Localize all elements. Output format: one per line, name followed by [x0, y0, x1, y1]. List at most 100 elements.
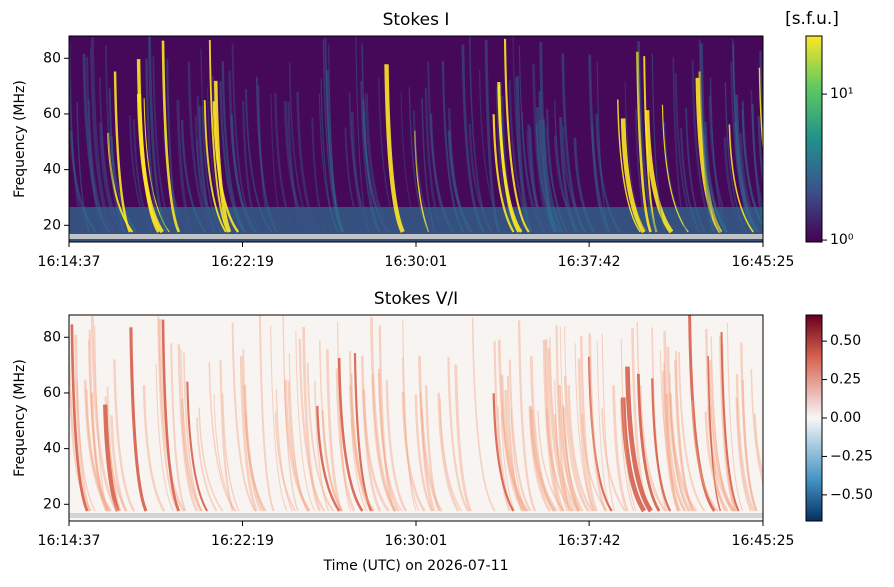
spectrogram-streak: [170, 343, 187, 512]
spectrogram-streak: [577, 358, 595, 512]
spectrogram-streak: [76, 381, 96, 512]
spectrogram-streak: [709, 359, 736, 512]
spectrogram-streak: [500, 374, 529, 512]
spectrogram-streak: [750, 368, 763, 486]
spectrogram-streak: [316, 405, 341, 512]
spectrogram-streak: [661, 104, 689, 233]
spectrogram-streak: [402, 319, 417, 512]
spectrogram-streak: [161, 319, 181, 512]
spectrogram-streak: [542, 119, 565, 233]
spectrogram-streak: [666, 346, 692, 512]
spectrogram-streak: [547, 348, 574, 512]
spectrogram-streak: [554, 379, 568, 512]
spectrogram-streak: [320, 78, 338, 233]
spectrogram-streak: [377, 368, 400, 512]
spectrogram-streak: [430, 113, 455, 233]
spectrogram-streak: [659, 350, 687, 512]
spectrogram-streak: [595, 113, 622, 233]
spectrogram-streak: [348, 92, 375, 233]
spectrogram-streak: [528, 127, 546, 233]
x-tick-label: 16:45:25: [732, 254, 795, 270]
spectrogram-streak: [678, 351, 706, 512]
spectrogram-streak: [113, 359, 136, 512]
spectrogram: [69, 36, 763, 242]
spectrogram-streak: [674, 73, 698, 233]
colorbar-tick-label: 0.00: [830, 410, 861, 426]
spectrogram-streak: [619, 399, 635, 512]
y-axis-label: Frequency (MHz): [12, 80, 28, 198]
spectrogram-streak: [401, 392, 426, 512]
spectrogram-streak: [668, 372, 689, 512]
y-tick-label: 20: [43, 496, 61, 512]
spectrogram-streak: [132, 119, 154, 233]
x-tick-label: 16:30:01: [385, 254, 448, 270]
spectrogram-streak: [298, 339, 326, 512]
spectrogram-streak: [617, 99, 641, 233]
spectrogram-streak: [196, 138, 212, 233]
spectrogram-streak: [424, 87, 444, 233]
y-axis-label: Frequency (MHz): [12, 359, 28, 477]
spectrogram-streak: [417, 355, 443, 512]
spectrogram-streak: [414, 394, 434, 512]
spectrogram-streak: [213, 80, 232, 233]
spectrogram-streak: [322, 39, 344, 233]
spectrogram-streak: [219, 81, 246, 233]
spectrogram-streak: [194, 115, 219, 233]
colorbar-tick-label: 0.50: [830, 333, 861, 349]
spectrogram-streak: [719, 335, 737, 512]
spectrogram-streak: [741, 379, 758, 512]
spectrogram-streak: [735, 94, 756, 233]
spectrogram-streak: [82, 53, 111, 233]
spectrogram-streak: [688, 315, 716, 512]
spectrogram-streak: [441, 60, 465, 233]
spectrogram-streak: [529, 356, 556, 512]
spectrogram-streak: [244, 411, 267, 512]
spectrogram-streak: [239, 356, 258, 512]
y-tick-label: 60: [43, 385, 61, 401]
spectrogram-streak: [740, 342, 758, 512]
spectrogram-streak: [732, 39, 754, 233]
spectrogram-streak: [353, 353, 373, 512]
spectrogram-streak: [528, 406, 552, 512]
spectrogram-streak: [437, 392, 460, 512]
spectrogram-streak: [74, 334, 91, 512]
spectrogram-streak: [620, 338, 637, 512]
y-tick-label: 60: [43, 106, 61, 122]
spectrogram-streak: [447, 130, 473, 233]
spectrogram-streak: [384, 64, 405, 233]
spectrogram-streak: [734, 121, 760, 233]
colorbar-tick-label: 0.25: [830, 372, 861, 388]
spectrogram-streak: [554, 100, 579, 233]
spectrogram-streak: [732, 44, 759, 233]
spectrogram-streak: [180, 349, 203, 512]
spectrogram-streak: [142, 384, 166, 512]
spectrogram-streak: [546, 108, 569, 233]
spectrogram-streak: [636, 373, 661, 512]
spectrogram-streak: [587, 356, 613, 512]
spectrogram-streak: [270, 325, 288, 512]
spectrogram-streak: [704, 411, 729, 512]
spectrogram-streak: [208, 40, 229, 233]
spectrogram-streak: [274, 411, 297, 512]
spectrogram-streak: [549, 336, 576, 512]
spectrogram-streak: [651, 378, 672, 512]
spectrogram-streak: [401, 357, 420, 512]
spectrogram-streak: [497, 339, 526, 512]
spectrogram-streak: [314, 380, 330, 512]
spectrogram-streak: [231, 322, 257, 512]
spectrogram-streak: [213, 394, 237, 512]
spectrogram-streak: [612, 385, 629, 512]
spectrogram-streak: [427, 61, 452, 233]
spectrogram-streak: [183, 352, 203, 512]
spectrogram-streak: [87, 99, 112, 233]
spectrogram-streak: [242, 349, 262, 512]
spectrogram-streak: [362, 110, 389, 233]
spectrogram-streak: [620, 397, 647, 513]
spectrogram-streak: [539, 42, 557, 233]
spectrogram-streak: [221, 61, 246, 233]
spectrogram-streak: [336, 321, 352, 512]
spectrogram-streak: [86, 56, 105, 233]
spectrogram-streak: [624, 81, 647, 233]
spectrogram-streak: [704, 121, 728, 233]
spectrogram-streak: [493, 340, 511, 512]
